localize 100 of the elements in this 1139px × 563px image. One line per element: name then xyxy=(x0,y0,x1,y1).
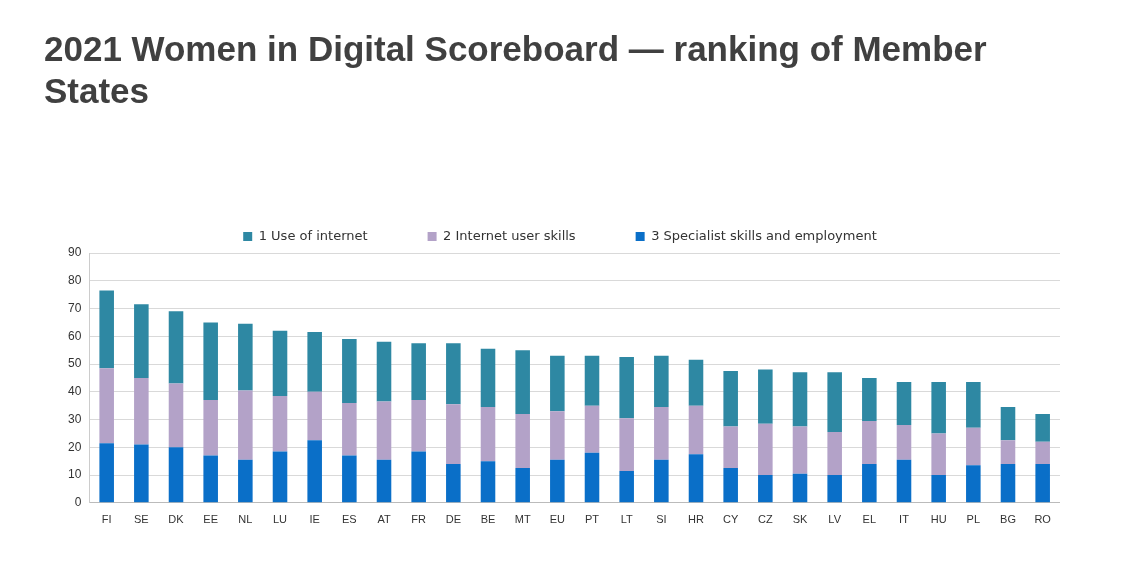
y-tick-label: 50 xyxy=(67,356,82,371)
bar xyxy=(272,395,288,452)
bar xyxy=(619,470,634,503)
y-tick-label: 30 xyxy=(67,411,82,426)
x-tick-label: SE xyxy=(134,513,149,526)
bar xyxy=(619,418,634,471)
y-tick-label: 20 xyxy=(67,439,82,454)
legend-label: 1 Use of internet xyxy=(258,227,368,243)
x-tick-label: BE xyxy=(480,513,496,526)
bar xyxy=(99,443,114,503)
bar xyxy=(792,426,808,474)
bar xyxy=(1000,440,1016,464)
x-tick-label: EL xyxy=(862,513,877,526)
bar xyxy=(550,459,565,503)
bar xyxy=(272,451,288,503)
bar xyxy=(376,459,392,503)
x-tick-label: FI xyxy=(101,513,112,526)
bar xyxy=(307,391,322,441)
x-tick-label: ES xyxy=(342,513,357,526)
x-tick-label: PL xyxy=(966,513,981,526)
bar xyxy=(515,468,530,503)
bar xyxy=(827,475,842,503)
bar xyxy=(792,473,808,503)
bar xyxy=(1035,413,1050,442)
bar xyxy=(550,355,565,412)
x-tick-label: CY xyxy=(723,513,739,526)
legend-label: 2 Internet user skills xyxy=(443,227,576,243)
bar xyxy=(342,402,357,456)
x-tick-label: LU xyxy=(272,513,288,526)
bar xyxy=(342,339,357,403)
bar xyxy=(99,290,114,369)
bar xyxy=(966,427,981,466)
bar xyxy=(238,459,253,503)
bar xyxy=(688,405,704,455)
bar xyxy=(99,368,114,444)
bar xyxy=(168,447,184,503)
bar xyxy=(1000,463,1016,503)
bar xyxy=(272,330,288,396)
bar xyxy=(203,455,218,503)
y-tick-label: 0 xyxy=(74,495,82,510)
bar xyxy=(446,343,461,405)
bar xyxy=(896,425,912,460)
x-tick-label: SI xyxy=(656,513,667,526)
bar xyxy=(515,350,530,414)
bar xyxy=(862,420,877,464)
bar xyxy=(376,341,392,402)
y-tick-label: 60 xyxy=(67,328,82,343)
bar xyxy=(168,383,184,448)
x-tick-label: FR xyxy=(411,513,427,526)
bar xyxy=(411,343,426,401)
x-tick-label: EU xyxy=(549,513,566,526)
bar xyxy=(966,382,981,428)
bar xyxy=(792,372,808,427)
x-tick-label: CZ xyxy=(758,513,773,526)
bar xyxy=(203,322,218,401)
x-tick-label: DE xyxy=(445,513,461,526)
bar xyxy=(896,382,912,426)
y-tick-label: 40 xyxy=(67,384,82,399)
bar xyxy=(654,355,669,408)
bar xyxy=(931,475,946,503)
x-tick-label: EE xyxy=(203,513,219,526)
x-tick-label: SK xyxy=(792,513,808,526)
x-tick-label: LT xyxy=(620,513,633,526)
bar xyxy=(619,357,634,419)
y-tick-label: 90 xyxy=(67,245,82,260)
x-tick-label: IE xyxy=(309,513,320,526)
bar xyxy=(654,459,669,503)
bar xyxy=(376,401,392,460)
y-tick-label: 70 xyxy=(67,300,82,315)
bar xyxy=(411,451,426,503)
bar xyxy=(723,468,738,503)
bar xyxy=(480,461,496,503)
bar xyxy=(307,440,322,503)
bar xyxy=(584,355,600,406)
bar xyxy=(550,411,565,460)
bar xyxy=(134,444,149,503)
chart-title: 2021 Women in Digital Scoreboard — ranking of Member States xyxy=(44,28,988,112)
bar xyxy=(688,359,704,406)
bar xyxy=(862,463,877,503)
x-tick-label: BG xyxy=(1000,513,1016,526)
x-tick-label: NL xyxy=(238,513,253,526)
x-tick-label: LV xyxy=(828,513,842,526)
bar xyxy=(758,369,773,424)
bar xyxy=(515,413,530,469)
x-tick-label: DK xyxy=(168,513,185,526)
bar xyxy=(862,377,877,421)
bar xyxy=(584,405,600,453)
bar xyxy=(758,423,773,476)
bar xyxy=(203,400,218,456)
bar xyxy=(688,454,704,503)
bar xyxy=(342,455,357,503)
bar xyxy=(931,433,946,476)
bar xyxy=(723,426,738,469)
bar xyxy=(480,348,496,408)
bar xyxy=(411,400,426,452)
bar xyxy=(827,372,842,433)
bar xyxy=(238,323,253,391)
bar xyxy=(480,407,496,462)
x-tick-label: MT xyxy=(514,513,531,526)
x-tick-label: HR xyxy=(688,513,704,526)
